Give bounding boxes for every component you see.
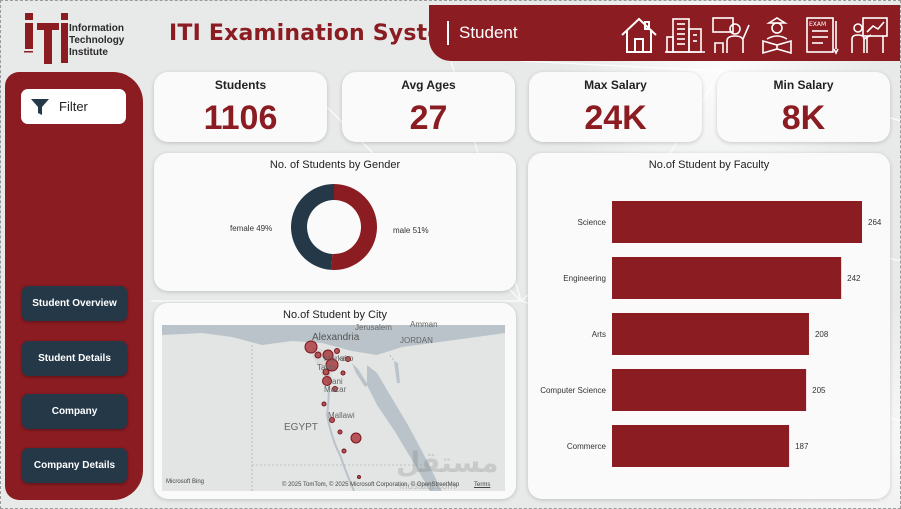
- map-label-jordan: JORDAN: [400, 336, 433, 345]
- gender-donut-chart[interactable]: [284, 177, 384, 277]
- company-building-icon[interactable]: [665, 15, 705, 55]
- kpi-card-avg-ages: Avg Ages 27: [342, 72, 515, 142]
- sidebar: Filter Student Overview Student Details …: [5, 72, 143, 500]
- map-background: [162, 325, 505, 491]
- female-data-label: female 49%: [230, 224, 273, 233]
- map-credit-brand: Microsoft Bing: [166, 479, 205, 485]
- map-label-markaz: Marka: [324, 354, 347, 363]
- map-label-jerusalem: Jerusalem: [355, 323, 392, 332]
- city-map-card: No.of Student by City: [154, 303, 516, 499]
- gender-chart-title: No. of Students by Gender: [269, 159, 401, 171]
- faculty-bar-chart[interactable]: Science 264 Engineering 242 Arts 208 Computer …: [528, 153, 890, 499]
- iti-logo: [24, 13, 68, 64]
- student-details-button[interactable]: Student Details: [22, 341, 127, 376]
- kpi-value: 27: [409, 99, 448, 137]
- faculty-value-label: 264: [868, 218, 882, 227]
- kpi-card-max-salary: Max Salary 24K: [529, 72, 702, 142]
- gender-chart-card: No. of Students by Gender female 49% mal…: [154, 153, 516, 291]
- faculty-bar[interactable]: [612, 201, 862, 243]
- map-label-tanta: Tanta: [317, 363, 337, 372]
- male-data-label: male 51%: [393, 226, 429, 235]
- header-bar: Student: [429, 5, 900, 61]
- filter-icon: [31, 99, 49, 115]
- faculty-bar[interactable]: [612, 425, 790, 467]
- kpi-value: 24K: [584, 99, 647, 137]
- student-reading-icon[interactable]: [757, 15, 797, 55]
- kpi-label: Students: [214, 78, 267, 92]
- kpi-label: Max Salary: [584, 78, 647, 92]
- kpi-card-students: Students 1106: [154, 72, 327, 142]
- kpi-card-min-salary: Min Salary 8K: [717, 72, 890, 142]
- map-label-mallawi: Mallawi: [328, 411, 355, 420]
- faculty-bar[interactable]: [612, 369, 807, 411]
- teacher-board-icon[interactable]: [849, 15, 889, 55]
- city-map[interactable]: Alexandria Jerusalem Amman Marka airo Ta…: [162, 320, 505, 491]
- map-label-alexandria: Alexandria: [312, 332, 360, 343]
- city-map-title: No.of Student by City: [283, 309, 387, 321]
- faculty-value-label: 208: [815, 330, 829, 339]
- map-label-mazar: Mazar: [324, 385, 347, 394]
- faculty-value-label: 205: [812, 386, 826, 395]
- faculty-category-label: Arts: [592, 330, 606, 339]
- logo-text-line1: Information: [69, 23, 124, 34]
- filter-button[interactable]: Filter: [21, 89, 126, 124]
- logo-text-line3: Institute: [69, 47, 108, 58]
- map-label-amman: Amman: [410, 320, 438, 329]
- map-credit-text: © 2025 TomTom, © 2025 Microsoft Corporat…: [282, 482, 460, 488]
- faculty-bar[interactable]: [612, 313, 809, 355]
- faculty-category-label: Science: [578, 218, 607, 227]
- faculty-category-label: Commerce: [567, 442, 607, 451]
- map-label-cairo: airo: [340, 354, 354, 363]
- faculty-category-label: Computer Science: [540, 386, 606, 395]
- faculty-chart-card: No.of Student by Faculty Science 264 Engin…: [528, 153, 890, 499]
- watermark-url: mostaql.com: [399, 481, 456, 492]
- donut-slice-male[interactable]: [331, 184, 378, 270]
- filter-label: Filter: [59, 99, 88, 114]
- home-icon[interactable]: [619, 15, 659, 55]
- logo-text-line2: Technology: [69, 35, 125, 46]
- kpi-label: Min Salary: [773, 78, 834, 92]
- company-details-button[interactable]: Company Details: [22, 448, 127, 483]
- kpi-label: Avg Ages: [401, 78, 456, 92]
- logo-text: Information Technology Institute: [69, 23, 149, 59]
- instructor-icon[interactable]: [711, 15, 751, 55]
- faculty-chart-title: No.of Student by Faculty: [648, 159, 770, 171]
- donut-slice-female[interactable]: [291, 184, 334, 270]
- map-label-egypt: EGYPT: [284, 422, 318, 433]
- student-overview-button[interactable]: Student Overview: [22, 286, 127, 321]
- faculty-value-label: 242: [847, 274, 861, 283]
- exam-icon-text: EXAM: [809, 21, 826, 28]
- map-label-mani: ani: [332, 377, 343, 386]
- page-title: Student: [459, 23, 518, 42]
- kpi-value: 1106: [203, 99, 278, 137]
- kpi-value: 8K: [781, 99, 826, 137]
- faculty-category-label: Engineering: [563, 274, 606, 283]
- app-title: ITI Examination System: [169, 21, 466, 46]
- watermark-logo: مستقل: [396, 446, 499, 479]
- map-terms-link[interactable]: Terms: [474, 482, 491, 488]
- company-button[interactable]: Company: [22, 394, 127, 429]
- exam-icon[interactable]: EXAM: [803, 15, 843, 55]
- faculty-value-label: 187: [795, 442, 809, 451]
- faculty-bar[interactable]: [612, 257, 842, 299]
- header-divider: [447, 21, 449, 45]
